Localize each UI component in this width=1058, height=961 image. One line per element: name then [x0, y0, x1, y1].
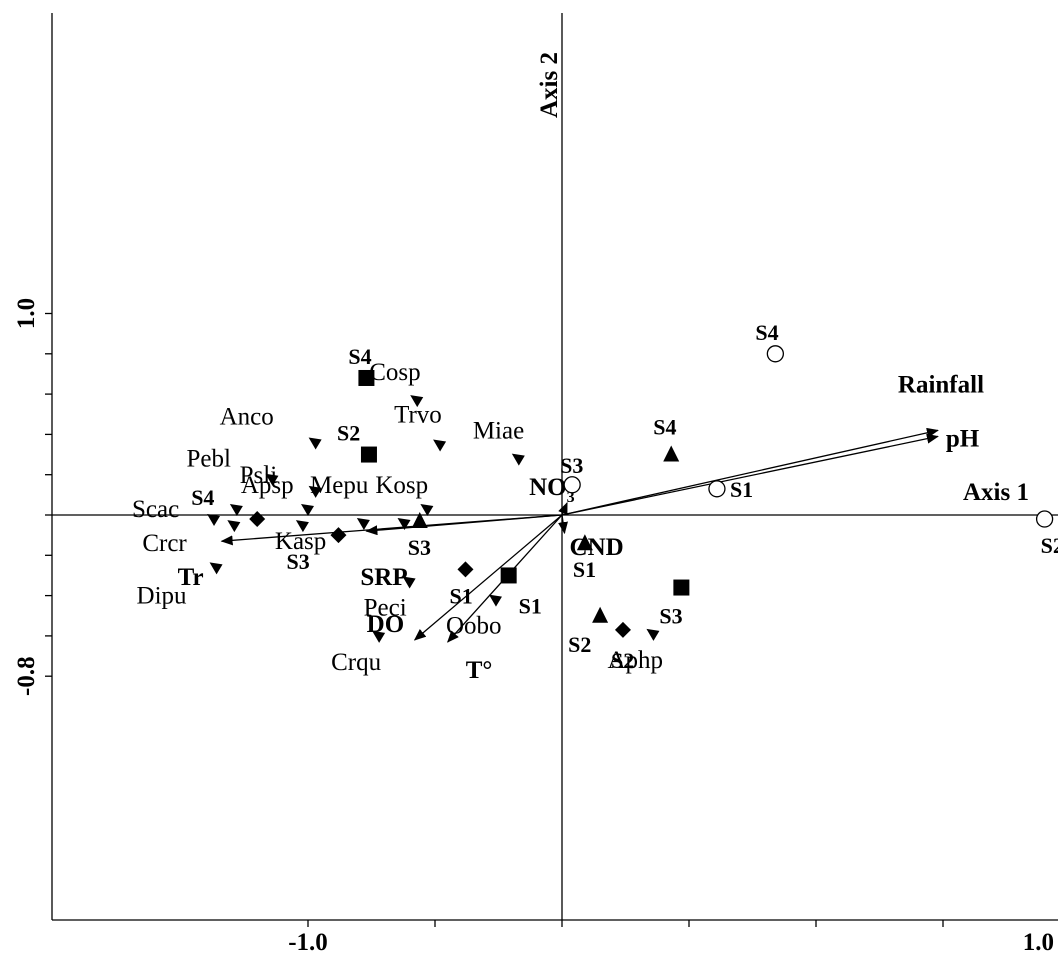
- site-open-circle-s1: [708, 480, 726, 498]
- site-triangle-s4-label: S4: [653, 415, 676, 440]
- species-label-psli: Psli: [240, 462, 278, 489]
- axis-tick-labels: -1.0 1.0 1.0 -0.8: [13, 298, 1054, 956]
- plot-frame: [45, 13, 1058, 927]
- site-open-circle-s1-label: S1: [730, 477, 753, 502]
- vector-cnd: [558, 514, 568, 535]
- vector-ph: [561, 433, 939, 516]
- site-triangle-s1: [576, 534, 593, 551]
- species-marker: [356, 518, 370, 531]
- species-label-crqu: Crqu: [331, 649, 382, 676]
- site-diamond-s4: [249, 511, 266, 528]
- x-tick-label-1-0: -1.0: [288, 929, 328, 956]
- species-label-dipu: Dipu: [137, 582, 188, 609]
- species-label-trvo: Trvo: [394, 401, 442, 428]
- species-marker-crcr: [227, 520, 241, 533]
- site-square-s2-label: S2: [337, 421, 360, 446]
- vector-srp: [365, 514, 563, 536]
- site-open-circle-s4-label: S4: [755, 320, 778, 345]
- species-marker-oobo: [488, 594, 502, 607]
- site-square-s3-label: S3: [659, 604, 682, 629]
- site-diamond-s2-label: S2: [611, 648, 634, 673]
- species-marker-kasp: [295, 520, 309, 533]
- site-triangle-s3: [411, 512, 428, 529]
- species-marker-psli: [308, 485, 322, 498]
- site-triangle-s3-label: S3: [408, 535, 431, 560]
- species-marker-peci: [402, 576, 416, 589]
- origin-axes: Axis 1 Axis 2: [52, 13, 1058, 920]
- species-marker-dipu: [209, 562, 223, 575]
- species-label-miae: Miae: [473, 418, 524, 445]
- site-open-circle-s3: [563, 476, 581, 494]
- vector-label-tr: Tr: [178, 564, 204, 591]
- vector-do: [413, 514, 563, 641]
- vector-label-srp: SRP: [360, 564, 407, 591]
- species-marker-trvo: [433, 439, 447, 452]
- species-label-crcr: Crcr: [142, 530, 187, 557]
- site-square-s2: [360, 446, 377, 463]
- site-open-circle-s4: [766, 345, 785, 363]
- site-diamond-s3: [330, 527, 347, 544]
- species-label-pebl: Pebl: [186, 446, 231, 473]
- species-label-oobo: Oobo: [446, 613, 502, 640]
- vector-label-ph: pH: [946, 425, 980, 452]
- site-open-circle-s2: [1035, 510, 1054, 528]
- site-square-s1: [500, 567, 517, 584]
- species-label-mepu: Mepu: [310, 472, 369, 499]
- species-marker-apsp: [229, 503, 243, 516]
- site-open-circle-s2-label: S2: [1041, 533, 1058, 558]
- species-marker-anco: [308, 437, 322, 450]
- x-tick-label-1-0: 1.0: [1023, 929, 1054, 956]
- species-marker-aphp: [646, 628, 660, 641]
- species-label-apsp: Apsp: [241, 472, 294, 499]
- axis1-label: Axis 1: [963, 479, 1029, 506]
- species-label-aphp: Aphp: [607, 647, 663, 674]
- species-label-kasp: Kasp: [275, 528, 326, 555]
- species-marker: [397, 518, 411, 531]
- species-marker-mepu: [301, 503, 314, 516]
- site-diamond-s3-label: S3: [286, 549, 309, 574]
- species-label-kosp: Kosp: [375, 472, 428, 499]
- site-diamond-s1-label: S1: [449, 583, 472, 608]
- site-open-circle-s3-label: S3: [560, 453, 583, 478]
- species-label-anco: Anco: [220, 403, 274, 430]
- site-square-s3: [673, 579, 690, 596]
- vector-label-rainfall: Rainfall: [898, 371, 984, 398]
- species-label-peci: Peci: [364, 594, 407, 621]
- species-marker-crqu: [372, 630, 386, 643]
- species-marker-miae: [511, 453, 525, 466]
- species-marker-cosp: [410, 395, 424, 408]
- site-triangle-s2: [592, 606, 609, 623]
- species-marker-kosp: [420, 503, 434, 516]
- site-markers: S1 S2 S3 S4 S1 S2 S3 S4 S1 S2 S3 S4 S1 S2 S3 S4: [191, 320, 1058, 673]
- y-tick-label-0-8: -0.8: [13, 656, 40, 696]
- site-diamond-s4-label: S4: [191, 485, 214, 510]
- site-triangle-s1-label: S1: [573, 557, 596, 582]
- vector-label-do: DO: [367, 611, 405, 638]
- species-label-cosp: Cosp: [369, 359, 420, 386]
- site-square-s4: [358, 369, 375, 386]
- site-square-s4-label: S4: [348, 344, 371, 369]
- site-triangle-s2-label: S2: [568, 632, 591, 657]
- vector-no3: [558, 501, 568, 516]
- site-triangle-s4: [663, 445, 680, 462]
- site-square-s1-label: S1: [519, 593, 542, 618]
- y-tick-label-1-0: 1.0: [13, 298, 40, 329]
- site-diamond-s1: [457, 561, 474, 578]
- species-marker-scac: [207, 514, 221, 527]
- species-marker-pebl: [265, 473, 279, 486]
- species-markers: Cosp Anco Trvo Miae Pebl Psli Scac Apsp Mepu Kosp…: [132, 359, 663, 676]
- vector-rainfall: [561, 427, 939, 516]
- species-label-scac: Scac: [132, 496, 179, 523]
- site-diamond-s2: [614, 621, 631, 638]
- vector-label-t: T°: [466, 657, 493, 684]
- axis2-label: Axis 2: [536, 52, 563, 118]
